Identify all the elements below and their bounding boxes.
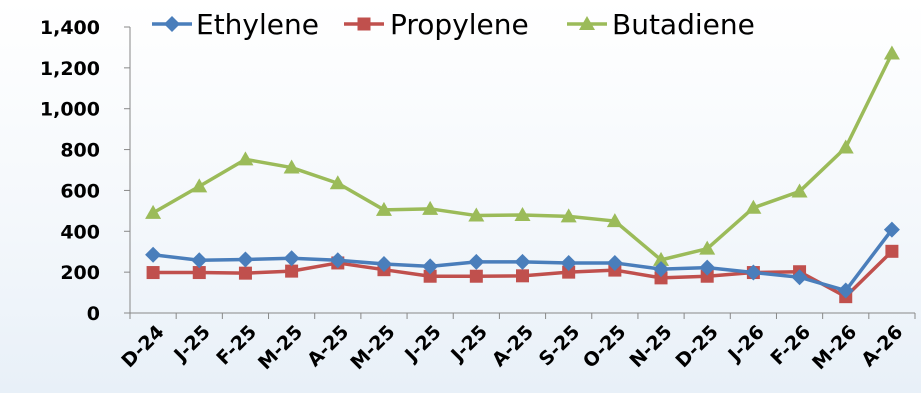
y-tick-label: 1,000	[40, 99, 100, 121]
legend-item-butadiene: Butadiene	[567, 8, 755, 41]
data-point-butadiene	[837, 139, 854, 154]
data-point-propylene	[654, 271, 668, 285]
x-tick-label: N-25	[625, 321, 676, 372]
data-point-butadiene	[653, 251, 670, 266]
data-point-butadiene	[883, 45, 900, 60]
series-propylene	[146, 244, 899, 304]
data-point-ethylene	[791, 269, 808, 286]
x-tick-label: M-25	[254, 321, 307, 374]
x-tick-label: F-25	[212, 321, 261, 370]
x-tick-label: A-25	[488, 321, 538, 371]
data-point-butadiene	[191, 178, 208, 193]
data-point-ethylene	[560, 254, 577, 271]
data-point-butadiene	[375, 201, 392, 216]
data-point-propylene	[423, 269, 437, 283]
data-point-propylene	[885, 244, 899, 258]
data-point-butadiene	[699, 240, 716, 255]
x-tick-label: M-26	[808, 321, 861, 374]
data-point-ethylene	[883, 221, 900, 238]
data-point-butadiene	[145, 204, 162, 219]
x-tick-label: J-25	[169, 321, 215, 367]
data-point-ethylene	[145, 246, 162, 263]
data-point-propylene	[285, 264, 299, 278]
data-point-ethylene	[606, 254, 623, 271]
data-point-ethylene	[237, 251, 254, 268]
x-tick-label: M-25	[346, 321, 399, 374]
data-point-ethylene	[422, 258, 439, 275]
data-point-butadiene	[237, 151, 254, 166]
y-tick-label: 800	[60, 140, 100, 162]
legend-item-propylene: Propylene	[344, 8, 529, 41]
x-tick-label: O-25	[579, 321, 631, 373]
data-point-ethylene	[699, 259, 716, 276]
y-tick-label: 1,200	[40, 58, 100, 80]
data-point-propylene	[146, 266, 160, 280]
data-point-ethylene	[653, 261, 670, 278]
data-point-butadiene	[468, 207, 485, 222]
data-point-butadiene	[514, 206, 531, 221]
legend-label: Ethylene	[196, 8, 319, 41]
x-tick-label: D-24	[117, 321, 168, 372]
x-tick-label: J-26	[723, 321, 769, 367]
x-tick-label: F-26	[766, 321, 815, 370]
data-point-propylene	[700, 269, 714, 283]
data-point-ethylene	[329, 252, 346, 269]
series-line-butadiene	[152, 52, 894, 262]
data-point-butadiene	[422, 200, 439, 215]
data-point-butadiene	[283, 159, 300, 174]
series-layer	[145, 45, 900, 304]
data-point-ethylene	[837, 282, 854, 299]
data-point-propylene	[192, 266, 206, 280]
data-point-ethylene	[375, 255, 392, 272]
data-point-butadiene	[329, 175, 346, 190]
y-tick-label: 600	[60, 180, 100, 202]
data-point-ethylene	[283, 250, 300, 267]
x-tick-label: D-25	[672, 321, 723, 372]
data-point-propylene	[238, 266, 252, 280]
data-point-ethylene	[745, 264, 762, 281]
x-axis: D-24 J-25F-25M-25A-25M-25 J-25 J-25A-25S-25…	[117, 312, 916, 374]
data-point-ethylene	[468, 253, 485, 270]
x-tick-label: J-25	[399, 321, 445, 367]
series-butadiene	[145, 45, 900, 266]
y-tick-label: 1,400	[40, 17, 100, 39]
data-point-butadiene	[791, 183, 808, 198]
data-point-propylene	[469, 269, 483, 283]
series-ethylene	[145, 221, 900, 299]
data-point-butadiene	[606, 213, 623, 228]
legend-label: Butadiene	[612, 8, 755, 41]
y-axis: 0 200 400 600 800 1,000 1,200 1,400	[40, 17, 131, 325]
data-point-ethylene	[514, 253, 531, 270]
data-point-butadiene	[560, 208, 577, 223]
y-tick-label: 200	[60, 262, 100, 284]
data-point-butadiene	[745, 199, 762, 214]
x-tick-label: J-25	[446, 321, 492, 367]
legend-item-ethylene: Ethylene	[152, 8, 319, 41]
legend-marker	[164, 16, 180, 32]
x-tick-label: A-26	[857, 321, 907, 371]
x-tick-label: S-25	[535, 321, 585, 371]
x-tick-label: A-25	[303, 321, 353, 371]
data-point-ethylene	[191, 252, 208, 269]
legend-label: Propylene	[390, 8, 529, 41]
data-point-propylene	[562, 265, 576, 279]
y-tick-label: 0	[87, 303, 100, 325]
data-point-propylene	[516, 269, 529, 283]
y-tick-label: 400	[60, 221, 100, 243]
chart-legend: Ethylene Propylene Butadiene	[152, 8, 755, 41]
legend-marker	[579, 16, 595, 30]
legend-marker	[357, 17, 371, 31]
